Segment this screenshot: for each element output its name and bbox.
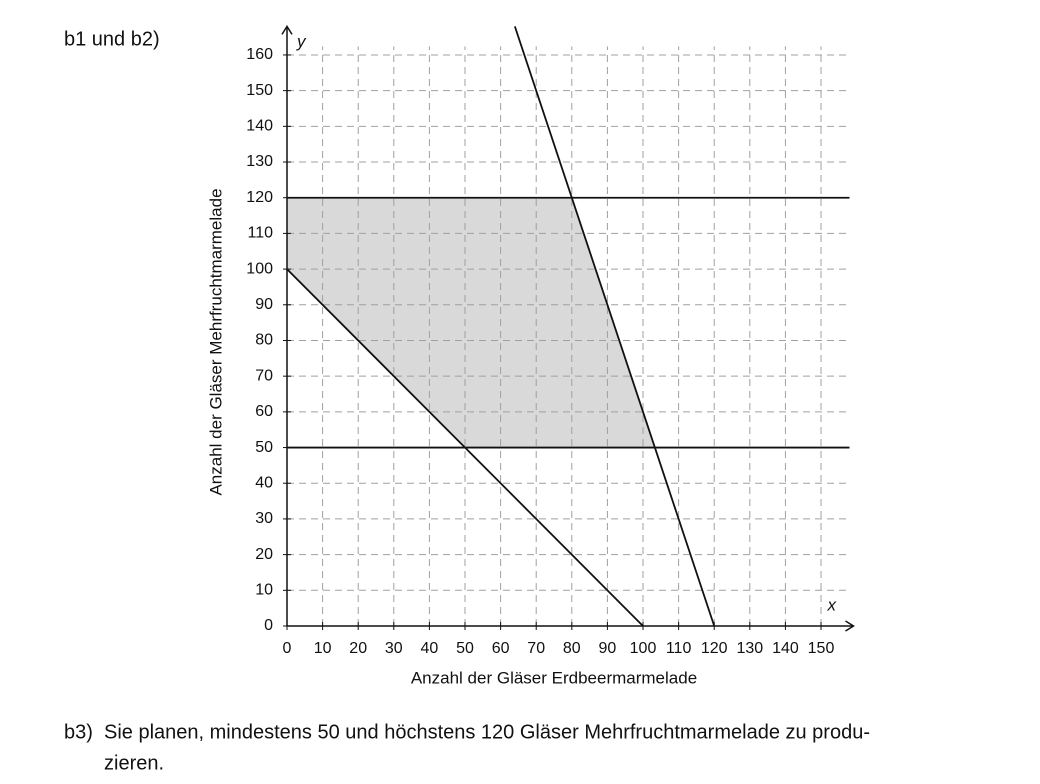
y-tick-label: 40 (255, 474, 273, 491)
x-tick-label: 100 (630, 640, 657, 657)
task-text: Sie planen, mindestens 50 und höchstens … (104, 721, 870, 743)
y-tick-label: 150 (246, 82, 273, 99)
y-tick-label: 100 (246, 260, 273, 277)
x-tick-label: 70 (527, 640, 545, 657)
y-tick-label: 60 (255, 403, 273, 420)
x-tick-label: 40 (421, 640, 439, 657)
y-tick-label: 30 (255, 510, 273, 527)
y-tick-label: 130 (246, 153, 273, 170)
y-axis-label: Anzahl der Gläser Mehrfruchtmarmelade (206, 188, 225, 495)
x-tick-label: 80 (563, 640, 581, 657)
y-tick-label: 140 (246, 118, 273, 135)
x-axis-label: Anzahl der Gläser Erdbeermarmelade (411, 668, 697, 687)
x-tick-label: 110 (666, 640, 692, 657)
x-axis-letter: x (827, 595, 837, 614)
x-arrow (845, 620, 855, 632)
feasible-region (287, 197, 655, 448)
y-axis-letter: y (296, 32, 307, 51)
task-label: b3) (64, 721, 93, 743)
x-tick-label: 10 (314, 640, 332, 657)
y-tick-label: 10 (255, 582, 273, 599)
heading: b1 und b2) (64, 28, 160, 50)
x-tick-label: 0 (283, 640, 292, 657)
constraint-line (513, 26, 716, 627)
y-tick-label: 0 (264, 617, 273, 634)
task-text: zieren. (104, 752, 164, 774)
x-tick-label: 30 (385, 640, 403, 657)
x-tick-label: 60 (492, 640, 510, 657)
y-tick-label: 70 (255, 367, 273, 384)
x-tick-label: 140 (772, 640, 799, 657)
y-tick-label: 80 (255, 332, 273, 349)
y-tick-label: 160 (246, 46, 273, 63)
x-tick-label: 50 (456, 640, 474, 657)
x-tick-label: 130 (736, 640, 763, 657)
x-tick-label: 120 (701, 640, 728, 657)
y-tick-label: 110 (247, 225, 273, 242)
y-tick-label: 50 (255, 439, 273, 456)
x-tick-label: 20 (349, 640, 367, 657)
x-tick-label: 150 (808, 640, 835, 657)
x-tick-label: 90 (599, 640, 617, 657)
y-tick-label: 120 (246, 189, 273, 206)
y-tick-label: 20 (255, 546, 273, 563)
y-arrow (281, 24, 293, 35)
y-tick-label: 90 (255, 296, 273, 313)
